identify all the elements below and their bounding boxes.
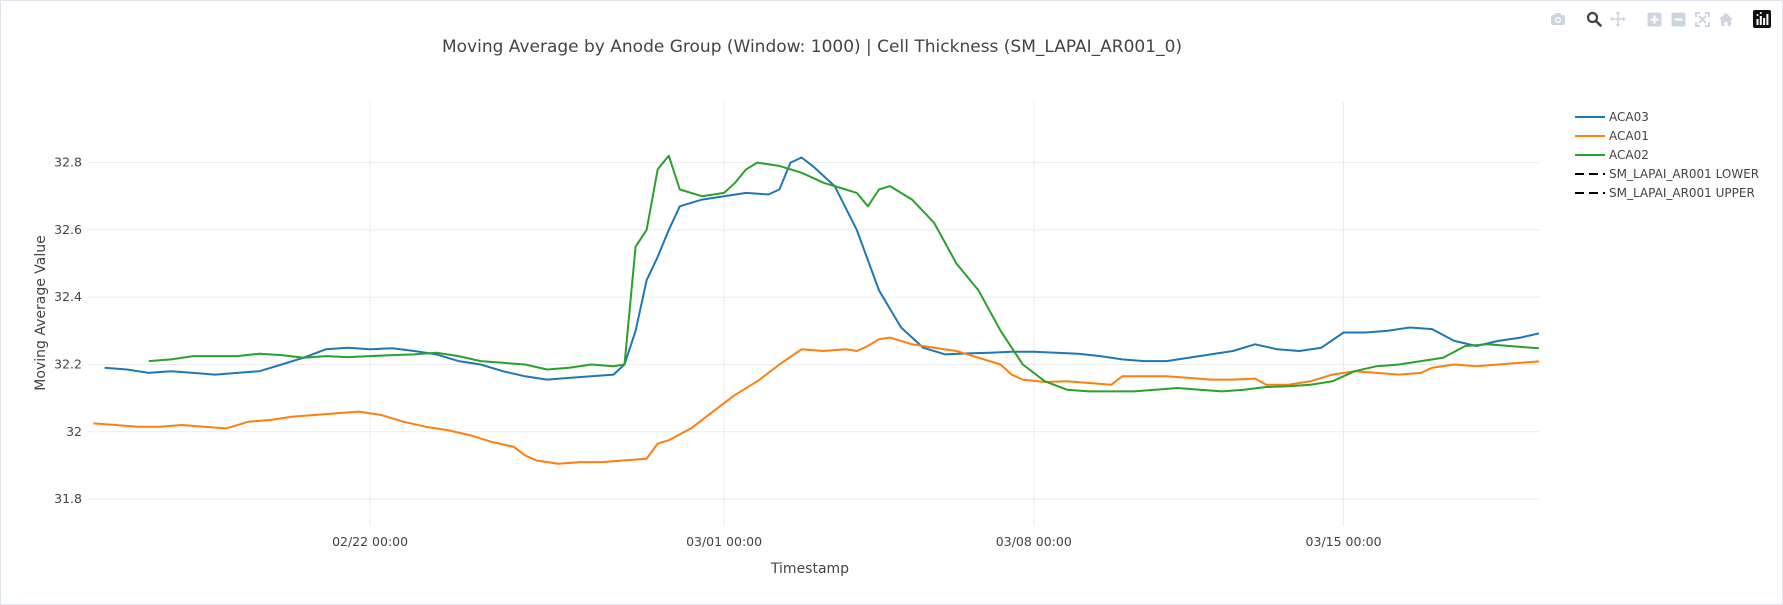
series-lines (93, 154, 1783, 465)
plot-toolbar (1548, 9, 1772, 29)
legend-label: SM_LAPAI_AR001 LOWER (1609, 167, 1759, 181)
zoom-in-icon[interactable] (1644, 9, 1664, 29)
y-tick-label: 32 (66, 424, 82, 439)
camera-icon[interactable] (1548, 9, 1568, 29)
x-tick-label: 03/08 00:00 (996, 534, 1072, 549)
y-tick-label: 32.8 (54, 155, 82, 170)
grid-lines (88, 102, 1539, 526)
x-tick-label: 02/22 00:00 (332, 534, 408, 549)
x-axis-label: Timestamp (770, 561, 849, 577)
legend-label: SM_LAPAI_AR001 UPPER (1609, 186, 1755, 200)
legend-label: ACA02 (1609, 148, 1649, 162)
legend-item[interactable]: SM_LAPAI_AR001 UPPER (1575, 186, 1755, 200)
zoom-icon[interactable] (1584, 9, 1604, 29)
legend: ACA03 ACA01 ACA02 SM_LAPAI_AR001 LOWER SM_LA… (1575, 110, 1759, 200)
y-tick-label: 32.6 (54, 222, 82, 237)
reset-axes-icon[interactable] (1716, 9, 1736, 29)
x-axis-ticks: 02/22 00:00 03/01 00:00 03/08 00:00 03/15 0… (332, 534, 1382, 549)
pan-icon[interactable] (1608, 9, 1628, 29)
series-line-aca02[interactable] (148, 154, 1782, 393)
y-axis-ticks: 31.8 32 32.2 32.4 32.6 32.8 (54, 155, 82, 507)
autoscale-icon[interactable] (1692, 9, 1712, 29)
legend-item[interactable]: SM_LAPAI_AR001 LOWER (1575, 167, 1759, 181)
legend-label: ACA03 (1609, 110, 1649, 124)
plotly-logo-icon[interactable] (1752, 9, 1772, 29)
legend-label: ACA01 (1609, 129, 1649, 143)
y-tick-label: 32.2 (54, 356, 82, 371)
series-line-aca01[interactable] (93, 319, 1783, 465)
legend-item[interactable]: ACA02 (1575, 148, 1649, 162)
legend-item[interactable]: ACA01 (1575, 129, 1649, 143)
zoom-out-icon[interactable] (1668, 9, 1688, 29)
y-axis-label: Moving Average Value (33, 235, 49, 390)
chart-title: Moving Average by Anode Group (Window: 1… (442, 37, 1182, 57)
x-tick-label: 03/01 00:00 (686, 534, 762, 549)
x-tick-label: 03/15 00:00 (1306, 534, 1382, 549)
y-tick-label: 31.8 (54, 491, 82, 506)
legend-item[interactable]: ACA03 (1575, 110, 1649, 124)
y-tick-label: 32.4 (54, 289, 82, 304)
